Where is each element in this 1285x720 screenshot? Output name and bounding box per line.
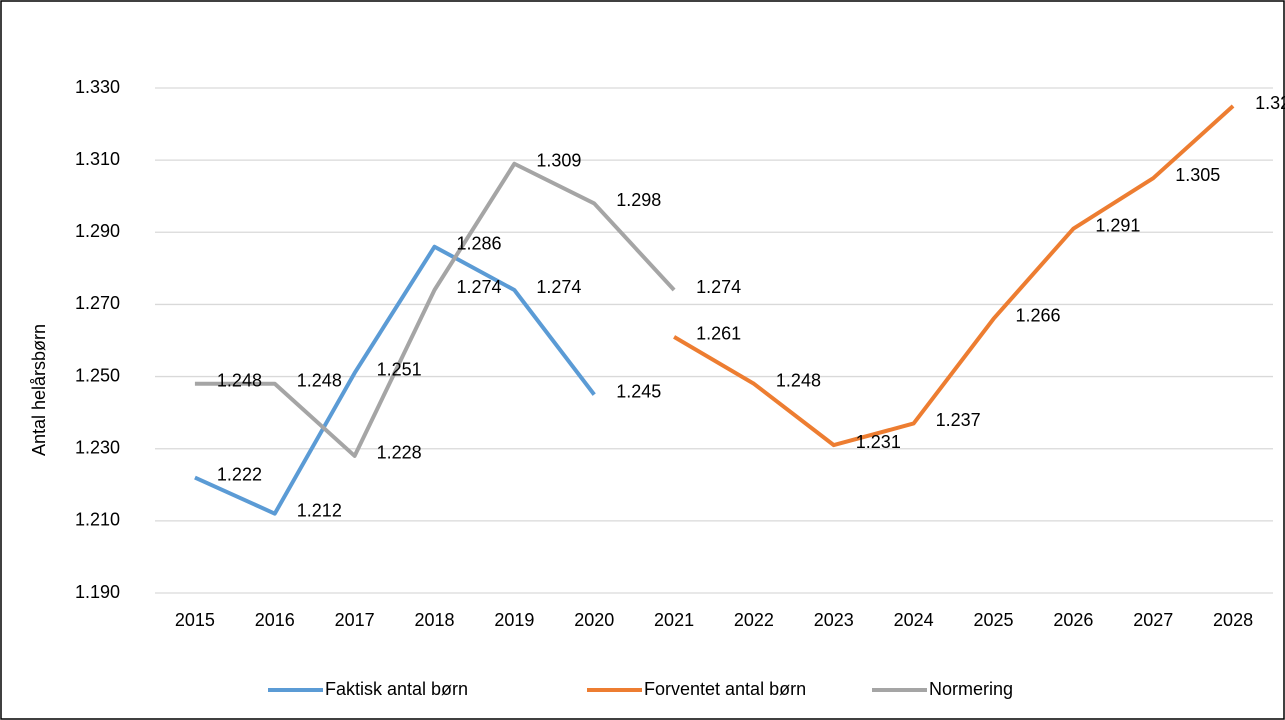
y-tick-label: 1.330 <box>75 77 120 97</box>
series-line <box>194 244 596 516</box>
x-tick-label: 2027 <box>1133 610 1173 630</box>
x-tick-label: 2019 <box>494 610 534 630</box>
data-label: 1.231 <box>856 432 901 452</box>
data-label: 1.274 <box>457 277 502 297</box>
y-tick-label: 1.230 <box>75 437 120 457</box>
data-label: 1.286 <box>457 233 502 253</box>
data-label: 1.248 <box>776 371 821 391</box>
y-tick-label: 1.210 <box>75 510 120 530</box>
x-tick-label: 2018 <box>414 610 454 630</box>
x-tick-label: 2026 <box>1053 610 1093 630</box>
x-tick-label: 2025 <box>973 610 1013 630</box>
data-label: 1.325 <box>1255 93 1285 113</box>
y-tick-label: 1.270 <box>75 293 120 313</box>
y-axis-label: Antal helårsbørn <box>29 324 49 456</box>
series-line <box>194 161 676 458</box>
data-label: 1.237 <box>936 410 981 430</box>
x-tick-label: 2024 <box>894 610 934 630</box>
x-tick-label: 2022 <box>734 610 774 630</box>
x-tick-label: 2021 <box>654 610 694 630</box>
data-label: 1.274 <box>696 277 741 297</box>
legend-label: Forventet antal børn <box>644 679 806 699</box>
data-label: 1.298 <box>616 190 661 210</box>
data-label: 1.251 <box>377 360 422 380</box>
data-label: 1.248 <box>217 371 262 391</box>
x-tick-label: 2016 <box>255 610 295 630</box>
x-tick-label: 2028 <box>1213 610 1253 630</box>
legend-label: Normering <box>929 679 1013 699</box>
y-tick-label: 1.290 <box>75 221 120 241</box>
data-label: 1.261 <box>696 324 741 344</box>
x-tick-label: 2023 <box>814 610 854 630</box>
y-tick-label: 1.310 <box>75 149 120 169</box>
data-label: 1.291 <box>1095 215 1140 235</box>
series-line <box>673 104 1235 448</box>
y-tick-label: 1.190 <box>75 582 120 602</box>
legend-label: Faktisk antal børn <box>325 679 468 699</box>
data-label: 1.274 <box>536 277 581 297</box>
y-tick-label: 1.250 <box>75 365 120 385</box>
data-label: 1.266 <box>1016 306 1061 326</box>
data-label: 1.305 <box>1175 165 1220 185</box>
data-label: 1.245 <box>616 381 661 401</box>
data-label: 1.212 <box>297 500 342 520</box>
x-tick-label: 2015 <box>175 610 215 630</box>
x-tick-label: 2020 <box>574 610 614 630</box>
data-label: 1.222 <box>217 464 262 484</box>
data-label: 1.248 <box>297 371 342 391</box>
data-label: 1.309 <box>536 151 581 171</box>
x-tick-label: 2017 <box>335 610 375 630</box>
data-label: 1.228 <box>377 443 422 463</box>
